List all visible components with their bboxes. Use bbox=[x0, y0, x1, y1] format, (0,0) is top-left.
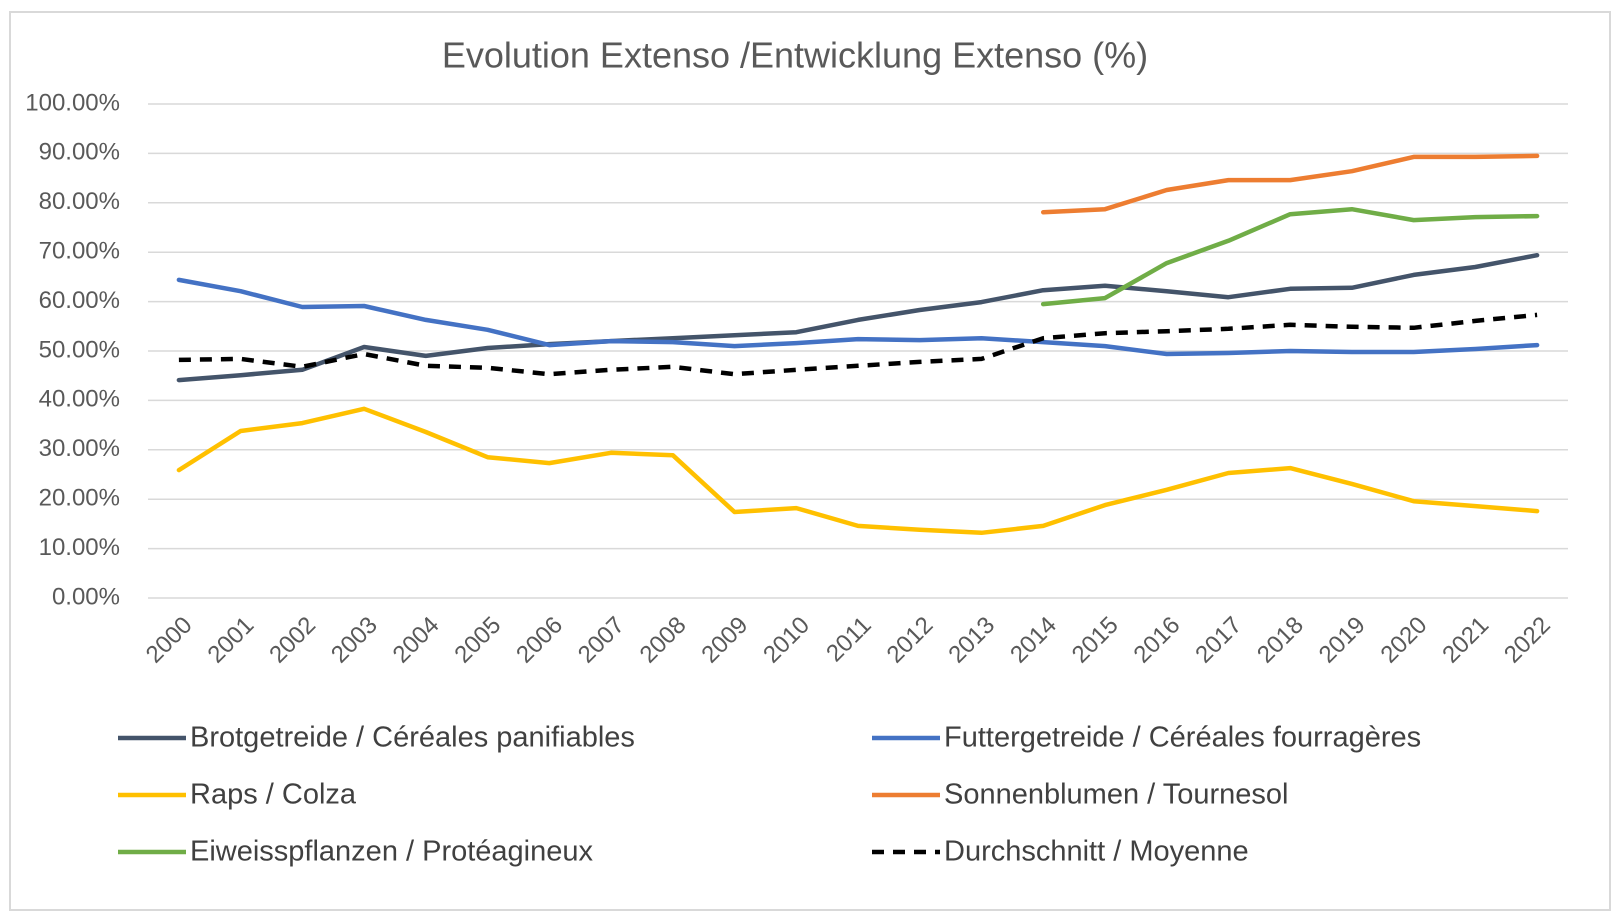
series-line bbox=[1040, 153, 1540, 215]
y-tick-label: 100.00% bbox=[25, 89, 120, 116]
y-tick-label: 80.00% bbox=[39, 188, 120, 215]
legend-label: Brotgetreide / Céréales panifiables bbox=[190, 722, 635, 754]
y-tick-label: 60.00% bbox=[39, 287, 120, 314]
y-tick-label: 10.00% bbox=[39, 534, 120, 561]
legend-label: Eiweisspflanzen / Protéagineux bbox=[190, 836, 594, 868]
legend-label: Durchschnitt / Moyenne bbox=[944, 836, 1249, 868]
chart-title: Evolution Extenso /Entwicklung Extenso (… bbox=[442, 35, 1148, 76]
series-line bbox=[176, 252, 1540, 383]
y-tick-label: 30.00% bbox=[39, 435, 120, 462]
legend-label: Futtergetreide / Céréales fourragères bbox=[944, 722, 1421, 754]
y-tick-label: 50.00% bbox=[39, 336, 120, 363]
y-tick-label: 40.00% bbox=[39, 386, 120, 413]
legend-label: Raps / Colza bbox=[190, 779, 357, 811]
y-tick-label: 20.00% bbox=[39, 485, 120, 512]
y-tick-label: 0.00% bbox=[52, 583, 120, 610]
chart-frame bbox=[9, 11, 1611, 911]
series-line bbox=[1040, 206, 1540, 307]
series-line bbox=[178, 312, 1538, 377]
y-tick-label: 70.00% bbox=[39, 238, 120, 265]
series-line bbox=[176, 406, 1540, 536]
series-line bbox=[176, 277, 1540, 357]
y-tick-label: 90.00% bbox=[39, 139, 120, 166]
legend-label: Sonnenblumen / Tournesol bbox=[944, 779, 1289, 811]
